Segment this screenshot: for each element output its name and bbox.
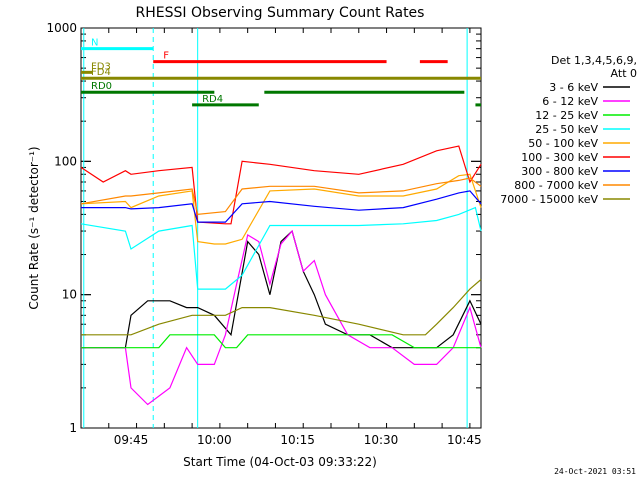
segment-label: F [163, 51, 169, 62]
segment-label: FD4 [91, 67, 111, 78]
y-tick-label: 100 [54, 154, 77, 168]
series-line [80, 177, 482, 216]
legend-label: 7000 - 15000 keV [500, 193, 598, 206]
legend-label: 3 - 6 keV [549, 81, 598, 94]
y-axis-label: Count Rate (s⁻¹ detector⁻¹) [27, 146, 41, 309]
series-line [80, 173, 482, 245]
y-tick-label: 10 [62, 288, 77, 302]
series-line [81, 334, 481, 349]
series-line [80, 145, 482, 225]
attenuator-label: Att 0 [611, 67, 637, 80]
x-axis-label: Start Time (04-Oct-03 09:33:22) [183, 455, 377, 469]
legend-label: 100 - 300 keV [521, 151, 598, 164]
segment-label: RD4 [202, 94, 223, 105]
series-line [81, 229, 482, 349]
x-tick-label: 10:00 [197, 433, 232, 447]
x-tick-label: 10:30 [364, 433, 399, 447]
series-line [80, 206, 482, 290]
plot-frame [80, 27, 482, 429]
x-tick-label: 10:45 [447, 433, 482, 447]
legend-label: 25 - 50 keV [535, 123, 598, 136]
legend-label: 50 - 100 keV [528, 137, 598, 150]
time-markers [83, 28, 468, 428]
chart-title: RHESSI Observing Summary Count Rates [136, 5, 425, 21]
detector-label: Det 1,3,4,5,6,9, [551, 54, 637, 67]
x-tick-label: 10:15 [280, 433, 315, 447]
segment-label: RD0 [91, 81, 112, 92]
plot-area [80, 27, 482, 429]
axis-ticks: 1 10 100 1000 09:45 10:00 10:15 10:30 10:45 [46, 21, 481, 447]
x-tick-label: 09:45 [114, 433, 149, 447]
y-tick-label: 1000 [46, 21, 77, 35]
series-line [81, 279, 482, 336]
legend-label: 800 - 7000 keV [514, 179, 598, 192]
series-line [81, 229, 482, 406]
segment-label: N [91, 38, 98, 49]
legend-label: 12 - 25 keV [535, 109, 598, 122]
legend-label: 6 - 12 keV [542, 95, 598, 108]
y-tick-label: 1 [69, 421, 77, 435]
series-line [81, 190, 482, 223]
series-lines [80, 145, 482, 406]
segment-label: FD3 [91, 61, 111, 72]
timestamp: 24-Oct-2021 03:51 [554, 467, 636, 476]
legend-label: 300 - 800 keV [521, 165, 598, 178]
